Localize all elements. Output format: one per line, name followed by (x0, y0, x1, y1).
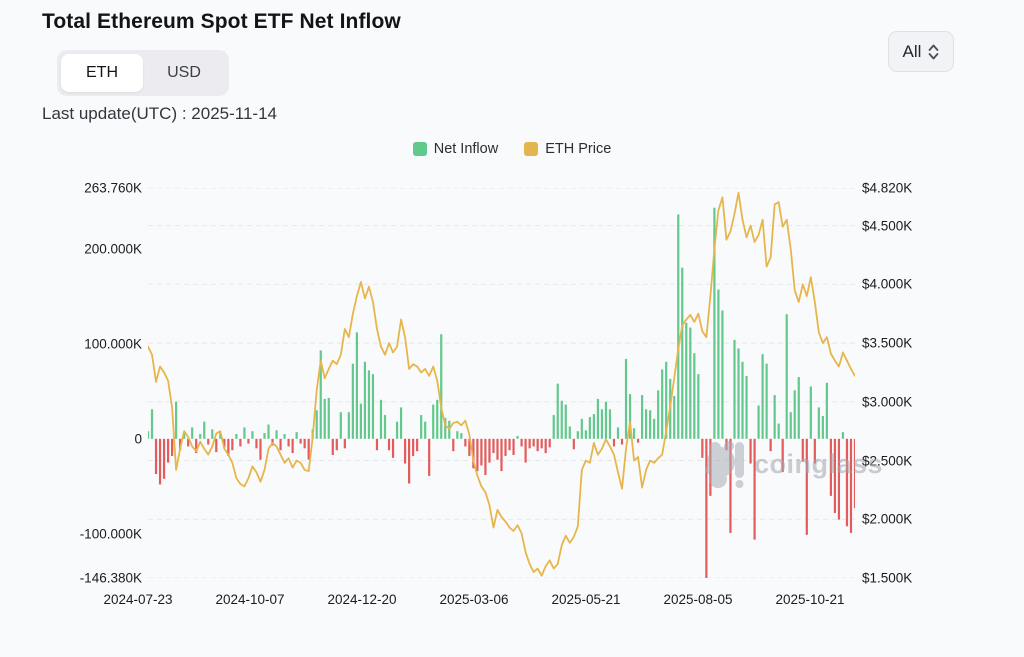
legend-item-net-inflow[interactable]: Net Inflow (412, 141, 499, 157)
toggle-usd-button[interactable]: USD (143, 54, 225, 92)
y-axis-left-label: 200.000K (84, 241, 142, 257)
x-axis-label: 2025-03-06 (439, 592, 509, 607)
y-axis-right-label: $3.000K (862, 394, 913, 410)
page-title: Total Ethereum Spot ETF Net Inflow (42, 10, 401, 33)
y-axis-left-label: 263.760K (84, 180, 142, 196)
time-range-value: All (902, 41, 922, 61)
chart-plot-area[interactable]: coinglass (148, 188, 883, 578)
chart-canvas (148, 188, 855, 578)
net-inflow-swatch-icon (412, 142, 427, 156)
x-axis-label: 2025-05-21 (551, 592, 621, 607)
x-axis-label: 2024-07-23 (103, 592, 173, 607)
y-axis-right-label: $2.500K (862, 453, 913, 468)
y-axis-right-label: $4.000K (862, 276, 913, 292)
y-axis-left-label: -146.380K (79, 570, 142, 586)
x-axis-label: 2025-10-21 (775, 592, 845, 607)
x-axis-label: 2024-10-07 (215, 592, 285, 607)
y-axis-right-label: $4.820K (862, 180, 913, 196)
updown-chevron-icon (928, 43, 939, 61)
currency-toggle: ETH USD (57, 50, 229, 96)
y-axis-right-label: $2.000K (862, 511, 913, 527)
y-axis-left-label: 0 (134, 431, 142, 447)
y-axis-right: $4.820K $4.500K $4.000K $3.500K $3.000K $2.50… (862, 181, 972, 586)
x-axis: 2024-07-23 2024-10-07 2024-12-20 2025-03-06… (103, 592, 855, 614)
last-update-label: Last update(UTC) : 2025-11-14 (42, 104, 277, 123)
y-axis-right-label: $1.500K (862, 570, 913, 586)
chart-legend: Net Inflow ETH Price (0, 141, 1024, 157)
legend-label: ETH Price (545, 141, 612, 157)
y-axis-right-label: $3.500K (862, 335, 913, 351)
eth-price-swatch-icon (524, 142, 539, 156)
x-axis-label: 2025-08-05 (663, 592, 733, 607)
y-axis-left-label: 100.000K (84, 336, 142, 352)
toggle-eth-button[interactable]: ETH (61, 54, 143, 92)
x-axis-label: 2024-12-20 (327, 592, 397, 607)
y-axis-left: 263.760K 200.000K 100.000K 0 -100.000K -146.3… (28, 181, 142, 586)
y-axis-left-label: -100.000K (79, 526, 142, 542)
legend-item-eth-price[interactable]: ETH Price (524, 141, 611, 157)
y-axis-right-label: $4.500K (862, 218, 913, 234)
time-range-select[interactable]: All (888, 31, 954, 72)
legend-label: Net Inflow (433, 141, 499, 157)
